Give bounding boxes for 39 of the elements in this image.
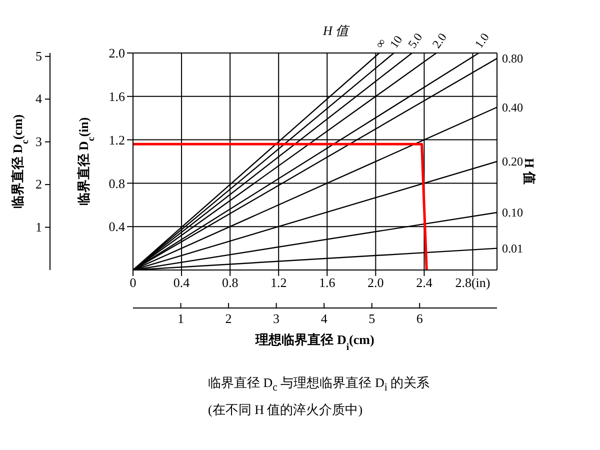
x2-tick-label: 6 xyxy=(416,311,424,326)
y-tick-label: 1.2 xyxy=(108,132,125,148)
y2-tick-label: 3 xyxy=(36,134,42,149)
text: 10 xyxy=(386,32,406,51)
y-tick-label: 0.8 xyxy=(108,176,125,191)
text: ∞ xyxy=(372,35,389,51)
text: H 值 xyxy=(522,158,538,184)
x-tick-label: 1.6 xyxy=(319,275,336,290)
series-label: 0.01 xyxy=(502,241,523,256)
x2-axis-title: 理想临界直径 D$_{i}$(cm) xyxy=(254,332,374,352)
x2-tick-label: 5 xyxy=(368,311,376,326)
x-tick-label: 1.2 xyxy=(270,275,287,290)
y-tick-label: 0.4 xyxy=(108,219,126,234)
text: 临界直径 D$_{c}$ 与理想临界直径 D$_{i}$ 的关系 xyxy=(208,374,431,396)
y2-tick-label: 5 xyxy=(36,48,42,64)
x-tick-label: 2.8(in) xyxy=(455,275,490,290)
x2-tick-label: 2 xyxy=(225,311,232,326)
text: (在不同 H 值的淬火介质中) xyxy=(208,400,364,419)
x-tick-label: 2.0 xyxy=(368,275,384,290)
x2-tick-label: 4 xyxy=(320,311,328,326)
y2-tick-label: 2 xyxy=(36,176,42,192)
y-tick-label: 2.0 xyxy=(108,46,125,61)
series-label: 0.20 xyxy=(502,154,523,168)
legend-title: H 值 xyxy=(323,22,349,40)
x2-tick-label: 1 xyxy=(178,311,184,326)
series-label: 0.40 xyxy=(502,100,523,114)
x-tick-label: 0 xyxy=(130,275,136,290)
text: 5.0 xyxy=(405,30,426,51)
text: 1.0 xyxy=(472,30,492,51)
y2-tick-label: 4 xyxy=(36,91,42,106)
y2-tick-label: 1 xyxy=(36,219,42,234)
series-label: 0.80 xyxy=(502,51,523,66)
y-tick-label: 1.6 xyxy=(108,89,126,104)
text: 2.0 xyxy=(429,30,450,51)
x-tick-label: 0.8 xyxy=(222,275,238,290)
x-tick-label: 0.4 xyxy=(173,275,190,290)
x-tick-label: 2.4 xyxy=(416,275,433,290)
series-label: 0.10 xyxy=(502,205,523,220)
x2-tick-label: 3 xyxy=(273,311,280,326)
